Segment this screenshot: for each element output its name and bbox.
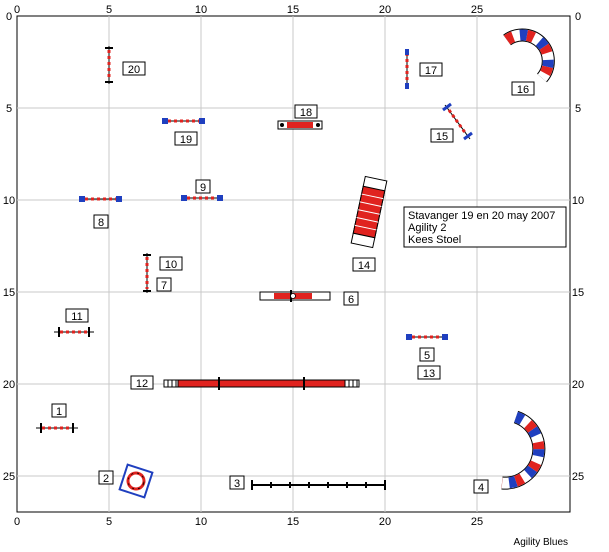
x-tick-top-15: 15 [287,4,299,16]
label-10: 10 [165,259,177,271]
x-tick-top-10: 10 [195,4,207,16]
y-tick-right-15: 15 [572,287,584,299]
label-7: 7 [161,280,167,292]
obstacle-5-jump [406,334,448,340]
x-tick-top-0: 0 [14,4,20,16]
obstacle-16-tunnel [503,28,555,83]
y-tick-left-20: 20 [3,379,15,391]
obstacle-11-jump [54,327,94,337]
obstacle-20-jump [105,46,113,84]
info-line-event: Stavanger 19 en 20 may 2007 [408,210,555,222]
label-15: 15 [436,131,448,143]
info-line-judge: Kees Stoel [408,234,461,246]
obstacle-10-7-jump [143,253,151,293]
obstacle-19-jump [162,118,205,124]
label-20: 20 [128,64,140,76]
y-tick-left-5: 5 [6,103,12,115]
label-18: 18 [300,107,312,119]
obstacle-3-weave [251,480,386,490]
label-8: 8 [98,217,104,229]
label-14: 14 [358,260,370,272]
y-tick-left-25: 25 [3,471,15,483]
label-11: 11 [71,311,82,323]
obstacle-4-tunnel [501,410,546,490]
x-tick-top-25: 25 [471,4,483,16]
info-line-class: Agility 2 [408,222,447,234]
label-17: 17 [425,65,437,77]
y-tick-right-0: 0 [575,11,581,23]
obstacle-number-labels: 1 2 3 4 5 6 7 8 9 10 11 12 13 14 15 16 1 [51,61,535,494]
x-tick-bottom-20: 20 [379,516,391,528]
x-tick-top-5: 5 [106,4,112,16]
y-tick-left-15: 15 [3,287,15,299]
x-tick-bottom-10: 10 [195,516,207,528]
obstacle-8-jump [79,196,122,202]
label-16: 16 [517,84,529,96]
label-12: 12 [136,378,148,390]
label-19: 19 [180,134,192,146]
obstacle-17-jump [405,49,409,89]
obstacle-2-tyre [118,463,154,499]
x-tick-bottom-15: 15 [287,516,299,528]
x-tick-bottom-5: 5 [106,516,112,528]
obstacle-6-jump [259,290,331,302]
obstacle-12-dogwalk [163,377,360,390]
obstacle-14-contact [350,175,388,249]
label-6: 6 [348,294,354,306]
label-3: 3 [234,478,240,490]
y-tick-left-0: 0 [6,11,12,23]
x-tick-bottom-25: 25 [471,516,483,528]
course-info-box: Stavanger 19 en 20 may 2007 Agility 2 Ke… [403,206,567,248]
label-5: 5 [424,350,430,362]
obstacle-1-jump [36,423,78,433]
y-tick-right-10: 10 [572,195,584,207]
label-4: 4 [478,482,484,494]
y-tick-left-10: 10 [3,195,15,207]
label-9: 9 [200,182,206,194]
x-tick-top-20: 20 [379,4,391,16]
label-2: 2 [103,473,109,485]
y-tick-right-5: 5 [575,103,581,115]
y-tick-right-20: 20 [572,379,584,391]
x-tick-bottom-0: 0 [14,516,20,528]
footer-credit: Agility Blues [514,537,568,548]
obstacle-18-jump [277,120,323,130]
obstacle-15-jump [442,102,473,141]
obstacle-9-jump [181,195,223,201]
y-tick-right-25: 25 [572,471,584,483]
label-13: 13 [423,368,435,380]
label-1: 1 [56,406,62,418]
